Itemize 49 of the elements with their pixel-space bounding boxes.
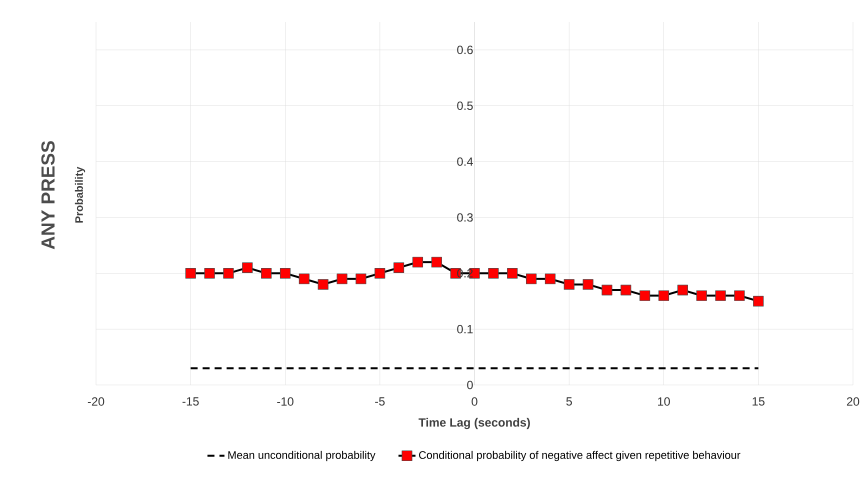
x-tick-label: 15 [752,397,765,406]
point [582,279,594,290]
point [336,274,348,284]
y-axis-title: Probability [74,166,86,223]
legend-label: Mean unconditional probability [228,450,376,462]
point [223,268,234,279]
y-tick-label: 0.2 [457,269,473,278]
x-tick-label: -20 [88,397,104,406]
point [640,290,650,301]
y-tick-label: 0.6 [457,46,473,54]
point [753,296,764,307]
y-tick-label: 0 [467,380,473,390]
x-tick-label: -5 [375,397,385,406]
point [564,279,574,290]
y-tick-label: 0.4 [457,157,473,166]
x-tick-label: 10 [658,397,670,406]
x-tick-label: 5 [566,397,572,406]
point [431,256,442,268]
point [602,284,612,296]
point [185,268,196,279]
y-tick-label: 0.3 [457,213,473,222]
point [715,290,726,301]
point [734,290,745,301]
point [374,268,386,279]
point [412,256,424,268]
point [620,284,632,296]
point [488,268,499,279]
y-tick-label: 0.1 [457,324,473,334]
x-tick-label: 20 [846,397,860,406]
x-tick-label: -10 [277,397,294,406]
legend-label: Conditional probability of negative affect given repetitive behaviour [419,450,740,462]
point [298,274,310,284]
point [677,284,688,296]
point [356,274,366,284]
point [204,268,215,279]
point [507,268,518,279]
point [280,268,291,279]
point [658,290,670,301]
point [544,274,556,284]
point [261,268,272,279]
point [242,262,253,274]
y-tick-label: 0.5 [457,102,473,110]
point [394,262,404,274]
text: ANY PRESS [41,141,55,250]
point [696,290,707,301]
x-axis-title: Time Lag (seconds) [418,418,530,430]
point [318,279,328,290]
point [526,274,537,284]
x-tick-label: -15 [182,397,199,406]
